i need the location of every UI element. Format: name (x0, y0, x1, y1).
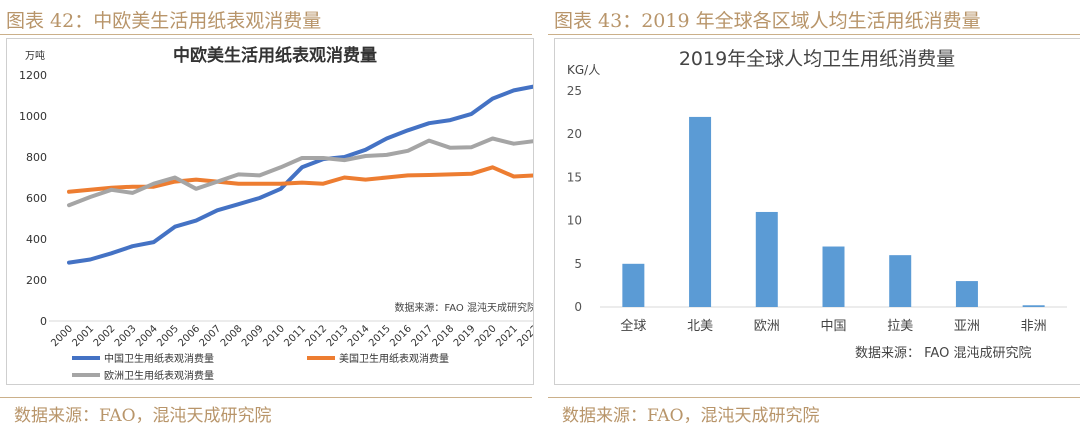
line-chart-source-annotation: 数据来源：FAO 混沌天成研究院 (394, 301, 533, 314)
bar-4 (889, 255, 912, 307)
left-source-rule (0, 397, 532, 398)
right-source-rule (548, 397, 1080, 398)
legend-label-1: 美国卫生用纸表观消费量 (339, 352, 449, 365)
line-chart-y-tick-label: 1200 (19, 69, 47, 82)
right-figure-title: 图表 43：2019 年全球各区域人均生活用纸消费量 (554, 10, 981, 32)
bar-chart-source-annotation: 数据来源： FAO 混沌成研究院 (855, 346, 1031, 361)
line-chart-x-tick-label: 2017 (409, 323, 435, 349)
line-chart-x-tick-label: 2013 (325, 323, 351, 349)
bar-5 (955, 281, 978, 307)
line-chart-x-tick-label: 2020 (473, 323, 499, 349)
right-title-rule (548, 34, 1080, 35)
left-figure-source: 数据来源：FAO，混沌天成研究院 (14, 406, 272, 426)
bar-chart-y-tick-label: 20 (567, 127, 582, 141)
bar-chart-y-tick-label: 5 (574, 257, 582, 271)
line-chart-x-tick-label: 2008 (219, 323, 245, 349)
bar-chart-title: 2019年全球人均卫生用纸消费量 (679, 48, 955, 70)
bar-chart-frame: 2019年全球人均卫生用纸消费量 KG/人 0 5 10 15 20 25 全球 北美 欧洲 中… (554, 38, 1080, 385)
line-chart-x-tick-label: 2011 (282, 323, 308, 349)
legend-label-2: 欧洲卫生用纸表观消费量 (104, 369, 214, 382)
line-chart-x-tick-label: 2014 (346, 323, 372, 349)
line-chart-y-tick-label: 600 (26, 192, 47, 205)
line-chart-x-tick-label: 2005 (155, 323, 181, 349)
line-chart-y-tick-label: 0 (40, 315, 47, 328)
line-chart-x-tick-label: 2006 (176, 323, 202, 349)
line-chart-x-tick-label: 2002 (92, 323, 118, 349)
line-series-2 (67, 136, 537, 208)
bar-chart: 2019年全球人均卫生用纸消费量 KG/人 0 5 10 15 20 25 全球 北美 欧洲 中… (567, 48, 1067, 361)
bar-chart-x-tick-label: 拉美 (887, 319, 913, 334)
line-chart-y-tick-label: 1000 (19, 110, 47, 123)
line-chart-x-tick-label: 2009 (240, 323, 266, 349)
bar-3 (822, 246, 845, 307)
line-chart-x-tick-label: 2018 (431, 323, 457, 349)
right-figure-panel: 图表 43：2019 年全球各区域人均生活用纸消费量 2019年全球人均卫生用纸… (548, 0, 1080, 426)
line-chart: 中欧美生活用纸表观消费量 万吨 0 200 400 600 800 1000 1200 20… (19, 45, 541, 382)
line-chart-x-tick-label: 2021 (494, 323, 520, 349)
line-chart-x-tick-label: 2022 (515, 323, 533, 349)
bar-6 (1022, 305, 1045, 307)
line-chart-x-tick-label: 2000 (49, 323, 75, 349)
line-chart-x-tick-label: 2012 (304, 323, 330, 349)
bar-chart-x-tick-label: 非洲 (1021, 319, 1047, 334)
bar-chart-y-tick-label: 10 (567, 214, 582, 228)
bar-chart-y-tick-label: 25 (567, 84, 582, 98)
left-title-rule (0, 34, 532, 35)
bar-chart-x-tick-label: 欧洲 (754, 319, 780, 334)
line-chart-x-tick-label: 2010 (261, 323, 287, 349)
line-chart-x-tick-label: 2003 (113, 323, 139, 349)
legend-label-0: 中国卫生用纸表观消费量 (104, 352, 214, 365)
left-figure-panel: 图表 42：中欧美生活用纸表观消费量 中欧美生活用纸表观消费量 万吨 0 200 4… (0, 0, 541, 426)
bar-2 (755, 211, 778, 307)
bar-0 (622, 263, 645, 307)
bar-chart-y-tick-label: 0 (574, 300, 582, 314)
right-figure-source: 数据来源：FAO，混沌天成研究院 (562, 406, 820, 426)
line-chart-x-tick-label: 2015 (367, 323, 393, 349)
bar-chart-y-tick-label: 15 (567, 170, 582, 184)
bar-chart-x-tick-label: 北美 (687, 319, 713, 334)
line-series-0 (67, 84, 537, 265)
line-chart-x-tick-label: 2019 (452, 323, 478, 349)
line-chart-x-tick-label: 2016 (388, 323, 414, 349)
bar-chart-x-tick-label: 中国 (820, 319, 846, 334)
line-chart-x-tick-label: 2001 (71, 323, 97, 349)
line-chart-unit-label: 万吨 (25, 49, 45, 62)
bar-chart-unit-label: KG/人 (567, 63, 600, 77)
left-figure-title: 图表 42：中欧美生活用纸表观消费量 (6, 10, 322, 32)
line-chart-y-tick-label: 800 (26, 151, 47, 164)
line-chart-frame: 中欧美生活用纸表观消费量 万吨 0 200 400 600 800 1000 1200 20… (6, 38, 541, 385)
bar-1 (689, 116, 712, 307)
line-chart-x-tick-label: 2004 (134, 323, 160, 349)
line-chart-y-tick-label: 400 (26, 233, 47, 246)
line-chart-y-tick-label: 200 (26, 274, 47, 287)
line-chart-title: 中欧美生活用纸表观消费量 (173, 45, 377, 66)
bar-chart-x-tick-label: 亚洲 (954, 319, 980, 334)
bar-chart-x-tick-label: 全球 (620, 318, 646, 334)
line-chart-x-tick-label: 2007 (198, 323, 224, 349)
